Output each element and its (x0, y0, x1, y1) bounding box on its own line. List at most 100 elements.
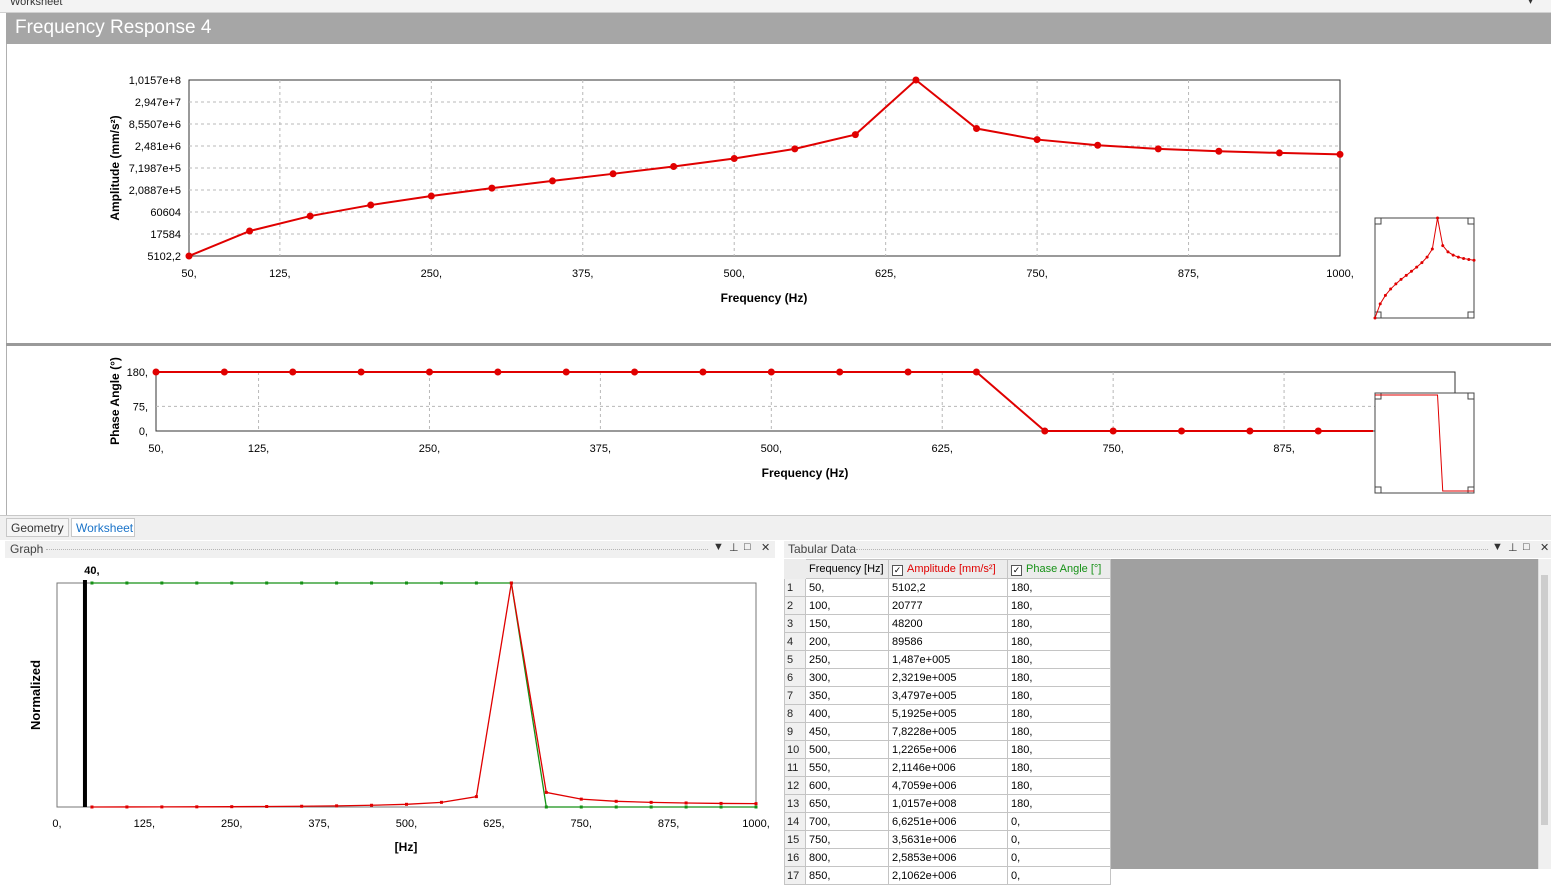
table-row[interactable]: 11 550, 2,1146e+006 180, (784, 758, 1111, 777)
maximize-icon[interactable]: □ (744, 541, 751, 553)
phase-normalized-line (91, 582, 756, 808)
chevron-down-icon[interactable]: ▾ (1528, 0, 1534, 7)
amplitude-cell[interactable]: 2,1062e+006 (888, 866, 1008, 885)
y-tick-label: 17584 (150, 229, 181, 241)
table-row[interactable]: 1 50, 5102,2 180, (784, 578, 1111, 597)
phase-cell[interactable]: 180, (1007, 614, 1111, 633)
amplitude-cell[interactable]: 5,1925e+005 (888, 704, 1008, 723)
dropdown-icon[interactable]: ▼ (1492, 541, 1503, 553)
amplitude-normalized-point (509, 581, 513, 585)
frequency-cell[interactable]: 850, (805, 866, 889, 885)
frequency-cell[interactable]: 450, (805, 722, 889, 741)
scrollbar-thumb[interactable] (1541, 575, 1548, 825)
table-row[interactable]: 5 250, 1,487e+005 180, (784, 650, 1111, 669)
close-icon[interactable]: ✕ (761, 542, 771, 554)
table-row[interactable]: 9 450, 7,8228e+005 180, (784, 722, 1111, 741)
phase-cell[interactable]: 180, (1007, 704, 1111, 723)
amplitude-checkbox[interactable]: ✓ (892, 564, 903, 576)
maximize-icon[interactable]: □ (1523, 541, 1530, 553)
frequency-cell[interactable]: 250, (805, 650, 889, 669)
close-icon[interactable]: ✕ (1540, 542, 1550, 554)
phase-cell[interactable]: 180, (1007, 740, 1111, 759)
frequency-cell[interactable]: 100, (805, 596, 889, 615)
tab-worksheet[interactable]: Worksheet (71, 518, 135, 537)
frequency-cell[interactable]: 650, (805, 794, 889, 813)
amplitude-cell[interactable]: 2,3219e+005 (888, 668, 1008, 687)
amplitude-data-point (973, 125, 981, 133)
pin-icon[interactable]: ⊥ (1508, 542, 1518, 554)
frequency-cell[interactable]: 150, (805, 614, 889, 633)
amplitude-cell[interactable]: 1,487e+005 (888, 650, 1008, 669)
frequency-cell[interactable]: 700, (805, 812, 889, 831)
table-row[interactable]: 12 600, 4,7059e+006 180, (784, 776, 1111, 795)
table-row[interactable]: 13 650, 1,0157e+008 180, (784, 794, 1111, 813)
phase-cell[interactable]: 0, (1007, 848, 1111, 867)
amplitude-cell[interactable]: 1,2265e+006 (888, 740, 1008, 759)
x-tick-label: 50, (181, 268, 196, 280)
amplitude-normalized-point (649, 800, 653, 804)
frequency-cell[interactable]: 500, (805, 740, 889, 759)
x-tick-label: 625, (483, 818, 504, 830)
amplitude-cell[interactable]: 7,8228e+005 (888, 722, 1008, 741)
amplitude-normalized-point (160, 805, 164, 809)
pin-icon[interactable]: ⊥ (729, 542, 739, 554)
frequency-cell[interactable]: 750, (805, 830, 889, 849)
table-row[interactable]: 16 800, 2,5853e+006 0, (784, 848, 1111, 867)
table-row[interactable]: 6 300, 2,3219e+005 180, (784, 668, 1111, 687)
amplitude-cell[interactable]: 6,6251e+006 (888, 812, 1008, 831)
amplitude-cell[interactable]: 20777 (888, 596, 1008, 615)
amplitude-cell[interactable]: 48200 (888, 614, 1008, 633)
frequency-cell[interactable]: 200, (805, 632, 889, 651)
column-header-amplitude[interactable]: ✓ Amplitude [mm/s²] (888, 559, 1008, 579)
phase-cell[interactable]: 180, (1007, 722, 1111, 741)
frequency-cell[interactable]: 350, (805, 686, 889, 705)
phase-cell[interactable]: 180, (1007, 632, 1111, 651)
x-tick-label: 500, (723, 268, 744, 280)
amplitude-cell[interactable]: 89586 (888, 632, 1008, 651)
table-row[interactable]: 4 200, 89586 180, (784, 632, 1111, 651)
phase-cell[interactable]: 0, (1007, 812, 1111, 831)
frequency-cell[interactable]: 50, (805, 578, 889, 597)
table-row[interactable]: 8 400, 5,1925e+005 180, (784, 704, 1111, 723)
phase-cell[interactable]: 180, (1007, 578, 1111, 597)
frequency-cell[interactable]: 300, (805, 668, 889, 687)
table-row[interactable]: 3 150, 48200 180, (784, 614, 1111, 633)
chart-splitter[interactable] (6, 343, 1551, 346)
phase-cell[interactable]: 180, (1007, 596, 1111, 615)
column-header-frequency[interactable]: Frequency [Hz] (805, 559, 889, 579)
frequency-cell[interactable]: 550, (805, 758, 889, 777)
amplitude-cell[interactable]: 3,5631e+006 (888, 830, 1008, 849)
column-header-phase[interactable]: ✓ Phase Angle [°] (1007, 559, 1111, 579)
frequency-cell[interactable]: 800, (805, 848, 889, 867)
table-row[interactable]: 10 500, 1,2265e+006 180, (784, 740, 1111, 759)
y-axis-label: Normalized (28, 660, 43, 730)
amplitude-cell[interactable]: 5102,2 (888, 578, 1008, 597)
phase-cell[interactable]: 180, (1007, 758, 1111, 777)
table-row[interactable]: 14 700, 6,6251e+006 0, (784, 812, 1111, 831)
table-row[interactable]: 15 750, 3,5631e+006 0, (784, 830, 1111, 849)
row-number: 16 (784, 848, 806, 867)
phase-cell[interactable]: 0, (1007, 866, 1111, 885)
phase-checkbox[interactable]: ✓ (1011, 564, 1022, 576)
phase-cell[interactable]: 0, (1007, 830, 1111, 849)
phase-cell[interactable]: 180, (1007, 686, 1111, 705)
amplitude-cell[interactable]: 2,5853e+006 (888, 848, 1008, 867)
amplitude-cell[interactable]: 2,1146e+006 (888, 758, 1008, 777)
amplitude-cell[interactable]: 3,4797e+005 (888, 686, 1008, 705)
table-row[interactable]: 2 100, 20777 180, (784, 596, 1111, 615)
tab-geometry[interactable]: Geometry (6, 518, 69, 537)
table-row[interactable]: 17 850, 2,1062e+006 0, (784, 866, 1111, 885)
thumbnail-phase-line (1375, 394, 1474, 492)
frequency-cell[interactable]: 400, (805, 704, 889, 723)
phase-cell[interactable]: 180, (1007, 794, 1111, 813)
phase-cell[interactable]: 180, (1007, 650, 1111, 669)
amplitude-cell[interactable]: 4,7059e+006 (888, 776, 1008, 795)
normalized-graph[interactable]: 0, 125, 250, 375, 500, 625, 750, 875, 1000, 40, [H… (0, 559, 780, 869)
amplitude-cell[interactable]: 1,0157e+008 (888, 794, 1008, 813)
x-tick-label: 625, (932, 443, 953, 455)
dropdown-icon[interactable]: ▼ (713, 541, 724, 553)
table-row[interactable]: 7 350, 3,4797e+005 180, (784, 686, 1111, 705)
frequency-cell[interactable]: 600, (805, 776, 889, 795)
phase-cell[interactable]: 180, (1007, 668, 1111, 687)
phase-cell[interactable]: 180, (1007, 776, 1111, 795)
